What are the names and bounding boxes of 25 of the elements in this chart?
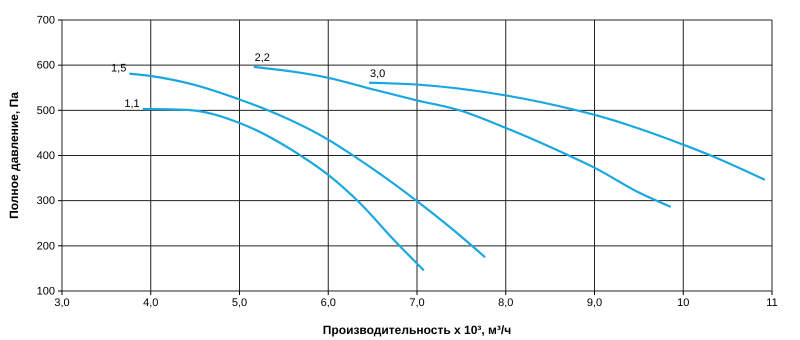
x-axis-title: Производительность х 10³, м³/ч [322, 323, 512, 337]
y-tick-label: 500 [36, 104, 55, 117]
x-tick-label: 4,0 [143, 296, 158, 309]
x-tick-label: 5,0 [232, 296, 248, 309]
x-tick-label: 8,0 [498, 296, 514, 309]
x-tick-label: 10 [677, 296, 690, 309]
line-series [142, 108, 424, 271]
series-label: 1,5 [111, 62, 126, 75]
y-tick-label: 600 [36, 60, 55, 72]
x-tick-label: 9,0 [586, 296, 602, 309]
x-tick-label: 6,0 [320, 296, 336, 309]
y-axis-title: Полное давление, Па [7, 92, 21, 219]
series-label: 1,1 [124, 98, 140, 110]
x-tick-label: 11 [766, 296, 778, 309]
series-label: 3,0 [370, 68, 386, 80]
y-tick-label: 100 [36, 286, 55, 298]
x-tick-label: 3,0 [54, 296, 70, 309]
x-tick-label: 7,0 [409, 296, 425, 309]
y-tick-label: 400 [36, 150, 55, 162]
y-tick-label: 300 [36, 195, 55, 208]
line-series [368, 82, 766, 181]
line-series [253, 66, 672, 208]
series-label: 2,2 [254, 52, 270, 64]
y-tick-label: 700 [36, 14, 55, 27]
y-tick-label: 200 [36, 240, 55, 252]
